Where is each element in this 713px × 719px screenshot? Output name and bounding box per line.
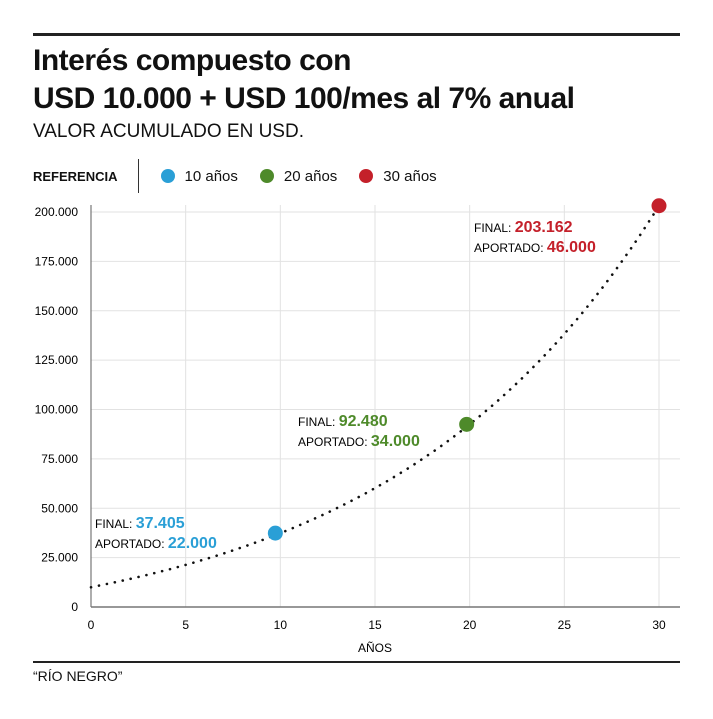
x-tick-label: 5 bbox=[182, 618, 189, 632]
legend-text: 20 años bbox=[283, 167, 338, 185]
y-tick-label: 200.000 bbox=[35, 205, 79, 219]
final-label: FINAL: 92.480 bbox=[298, 413, 388, 430]
contrib-label: APORTADO: 22.000 bbox=[95, 535, 217, 552]
contrib-label: APORTADO: 46.000 bbox=[474, 239, 596, 256]
y-tick-label: 175.000 bbox=[35, 254, 79, 268]
legend-dot-icon bbox=[359, 169, 374, 183]
legend-label: REFERENCIA bbox=[33, 168, 118, 184]
x-axis-title: AÑOS bbox=[358, 641, 392, 655]
y-tick-label: 100.000 bbox=[35, 403, 79, 417]
x-tick-label: 20 bbox=[463, 618, 477, 632]
y-tick-label: 125.000 bbox=[35, 353, 79, 367]
contrib-value: 22.000 bbox=[168, 535, 217, 552]
chart-subtitle: VALOR ACUMULADO EN USD. bbox=[33, 121, 304, 142]
x-tick-label: 10 bbox=[274, 618, 288, 632]
data-point-10 bbox=[267, 525, 283, 541]
y-tick-label: 75.000 bbox=[41, 452, 78, 466]
legend-divider bbox=[137, 159, 139, 193]
x-tick-label: 30 bbox=[652, 618, 666, 632]
legend-dot-icon bbox=[160, 169, 175, 183]
chart-title: Interés compuesto con USD 10.000 + USD 1… bbox=[33, 42, 575, 118]
source-credit: “RÍO NEGRO” bbox=[33, 668, 123, 684]
legend-dot-icon bbox=[259, 169, 274, 183]
legend-item-20: 20 años bbox=[259, 167, 338, 185]
legend-text: 10 años bbox=[184, 167, 238, 185]
contrib-value: 46.000 bbox=[547, 239, 596, 256]
growth-curve bbox=[89, 204, 661, 589]
title-line-2: USD 10.000 + USD 100/mes al 7% anual bbox=[33, 82, 575, 115]
y-tick-label: 0 bbox=[71, 600, 78, 614]
data-point-30 bbox=[651, 198, 667, 214]
final-value: 92.480 bbox=[339, 413, 388, 430]
title-line-1: Interés compuesto con bbox=[33, 44, 351, 77]
final-label: FINAL: 203.162 bbox=[474, 219, 573, 236]
top-rule bbox=[33, 33, 680, 36]
x-tick-label: 25 bbox=[558, 618, 572, 632]
legend-text: 30 años bbox=[383, 167, 437, 185]
x-tick-label: 15 bbox=[368, 618, 382, 632]
legend-item-10: 10 años bbox=[160, 167, 238, 185]
contrib-label: APORTADO: 34.000 bbox=[298, 433, 420, 450]
final-value: 203.162 bbox=[515, 219, 573, 236]
final-value: 37.405 bbox=[136, 515, 185, 532]
x-tick-label: 0 bbox=[88, 618, 95, 632]
final-label: FINAL: 37.405 bbox=[95, 515, 185, 532]
data-point-20 bbox=[459, 416, 475, 432]
legend-item-30: 30 años bbox=[359, 167, 437, 185]
legend: REFERENCIA 10 años 20 años 30 años bbox=[33, 159, 459, 193]
y-tick-label: 25.000 bbox=[41, 551, 78, 565]
contrib-value: 34.000 bbox=[371, 433, 420, 450]
y-tick-label: 50.000 bbox=[41, 501, 78, 515]
bottom-rule bbox=[33, 661, 680, 663]
y-tick-label: 150.000 bbox=[35, 304, 79, 318]
